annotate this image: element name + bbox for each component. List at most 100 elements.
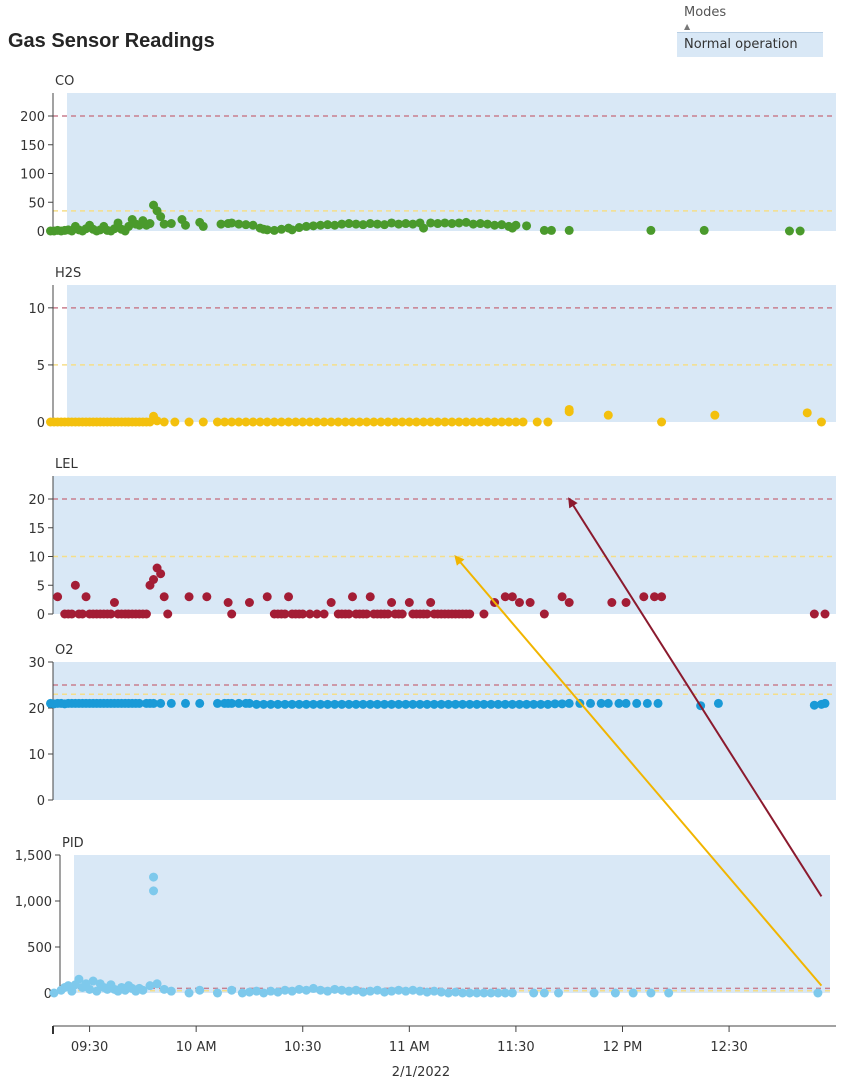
data-point-o2 (529, 699, 539, 709)
data-point-h2s (170, 417, 180, 427)
data-point-h2s (347, 417, 357, 427)
data-point-co (365, 219, 375, 229)
y-tick-label-h2s: 0 (37, 416, 45, 431)
y-tick-label-co: 200 (20, 110, 45, 125)
data-point-co (426, 218, 436, 228)
data-point-lel (621, 598, 631, 607)
x-tick-label: 10 AM (176, 1040, 217, 1055)
data-point-h2s (319, 417, 329, 427)
data-point-o2 (387, 699, 397, 709)
data-point-pid (227, 985, 237, 995)
mode-band-h2s (67, 285, 836, 422)
data-point-lel (539, 609, 549, 619)
data-point-pid (92, 986, 102, 996)
data-point-co (784, 226, 794, 236)
data-point-h2s (397, 417, 407, 427)
data-point-pid (166, 986, 176, 996)
data-point-pid (610, 988, 620, 998)
data-point-lel (298, 609, 308, 619)
y-tick-label-lel: 0 (37, 608, 45, 623)
data-point-co (248, 220, 258, 230)
data-point-co (461, 217, 471, 227)
y-tick-label-pid: 1,500 (15, 849, 52, 864)
data-point-o2 (507, 699, 517, 709)
legend-item-normal-operation[interactable]: Normal operation (677, 32, 823, 57)
data-point-lel (70, 580, 80, 590)
y-tick-label-pid: 0 (44, 987, 52, 1002)
data-point-co (539, 225, 549, 235)
data-point-pid (184, 988, 194, 998)
data-point-lel (163, 609, 173, 619)
data-point-o2 (632, 698, 642, 708)
data-point-co (372, 219, 382, 229)
data-point-co (216, 219, 226, 229)
data-point-lel (284, 592, 294, 602)
data-point-h2s (333, 417, 343, 427)
data-point-pid (316, 985, 326, 995)
x-tick-label: 12 PM (603, 1040, 643, 1055)
data-point-lel (344, 609, 354, 619)
data-point-o2 (472, 699, 482, 709)
data-point-pid (365, 986, 375, 996)
data-point-pid (323, 986, 333, 996)
data-point-pid (212, 988, 222, 998)
panel-title-o2: O2 (55, 643, 74, 658)
data-point-o2 (266, 699, 276, 709)
data-point-pid (408, 985, 418, 995)
data-point-pid (74, 974, 84, 984)
x-tick-label: 10:30 (284, 1040, 321, 1055)
data-point-pid (308, 983, 318, 993)
data-point-o2 (408, 699, 418, 709)
data-point-o2 (465, 699, 475, 709)
data-point-o2 (586, 698, 596, 708)
annotation-arrow (568, 497, 823, 897)
data-point-o2 (212, 698, 222, 708)
data-point-h2s (227, 417, 237, 427)
data-point-o2 (415, 699, 425, 709)
data-point-co (387, 218, 397, 228)
data-point-h2s (198, 417, 208, 427)
data-point-h2s (312, 417, 322, 427)
data-point-pid (149, 872, 159, 882)
x-tick-label: 09:30 (71, 1040, 108, 1055)
data-point-lel (557, 592, 567, 602)
data-point-pid (301, 985, 311, 995)
y-tick-label-lel: 15 (28, 522, 45, 537)
data-point-co (156, 212, 166, 222)
panel-title-co: CO (55, 74, 74, 89)
data-point-co (379, 220, 389, 230)
data-point-lel (525, 598, 535, 607)
data-point-o2 (816, 699, 826, 709)
data-point-o2 (514, 699, 524, 709)
data-point-pid (443, 988, 453, 998)
data-point-co (323, 220, 333, 230)
modes-legend: Modes ▲ Normal operation (677, 4, 823, 57)
data-point-co (699, 225, 709, 235)
data-point-o2 (316, 699, 326, 709)
data-point-lel (514, 598, 524, 607)
data-point-o2 (621, 698, 631, 708)
data-point-pid (589, 988, 599, 998)
data-point-o2 (156, 698, 166, 708)
data-point-pid (344, 986, 354, 996)
data-point-lel (53, 592, 63, 602)
data-point-lel (362, 609, 372, 619)
data-point-o2 (134, 698, 144, 708)
collapse-arrow-icon[interactable]: ▲ (684, 22, 691, 31)
data-point-h2s (518, 417, 528, 427)
mode-band-pid (74, 855, 830, 993)
data-point-o2 (372, 699, 382, 709)
data-point-o2 (294, 699, 304, 709)
data-point-pid (465, 988, 475, 998)
data-point-h2s (511, 417, 521, 427)
data-point-h2s (497, 417, 507, 427)
panel-h2s: 0 5 10 H2S (28, 266, 836, 431)
data-point-o2 (422, 699, 432, 709)
data-point-co (308, 221, 318, 231)
data-point-pid (664, 988, 674, 998)
data-point-lel (109, 598, 119, 607)
data-point-h2s (262, 417, 272, 427)
data-point-o2 (252, 699, 262, 709)
data-point-o2 (642, 698, 652, 708)
data-point-pid (813, 988, 823, 998)
